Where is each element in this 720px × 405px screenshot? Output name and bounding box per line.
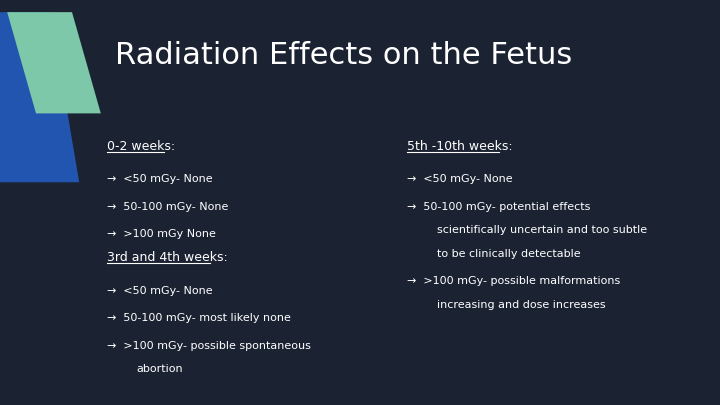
Text: abortion: abortion — [137, 364, 184, 374]
Text: →  50-100 mGy- most likely none: → 50-100 mGy- most likely none — [107, 313, 290, 323]
Text: →  >100 mGy None: → >100 mGy None — [107, 229, 215, 239]
Polygon shape — [0, 12, 79, 182]
Text: Radiation Effects on the Fetus: Radiation Effects on the Fetus — [115, 40, 572, 70]
Polygon shape — [7, 12, 101, 113]
Text: increasing and dose increases: increasing and dose increases — [437, 300, 606, 310]
Text: →  50-100 mGy- None: → 50-100 mGy- None — [107, 202, 228, 212]
Text: →  50-100 mGy- potential effects: → 50-100 mGy- potential effects — [407, 202, 590, 212]
Text: 0-2 weeks:: 0-2 weeks: — [107, 140, 175, 153]
Text: →  >100 mGy- possible spontaneous: → >100 mGy- possible spontaneous — [107, 341, 310, 351]
Text: →  >100 mGy- possible malformations: → >100 mGy- possible malformations — [407, 276, 620, 286]
Text: 3rd and 4th weeks:: 3rd and 4th weeks: — [107, 251, 228, 264]
Text: →  <50 mGy- None: → <50 mGy- None — [407, 174, 513, 184]
Text: scientifically uncertain and too subtle: scientifically uncertain and too subtle — [437, 225, 647, 235]
Text: to be clinically detectable: to be clinically detectable — [437, 249, 580, 259]
Text: 5th -10th weeks:: 5th -10th weeks: — [407, 140, 513, 153]
Text: →  <50 mGy- None: → <50 mGy- None — [107, 174, 212, 184]
Text: →  <50 mGy- None: → <50 mGy- None — [107, 286, 212, 296]
